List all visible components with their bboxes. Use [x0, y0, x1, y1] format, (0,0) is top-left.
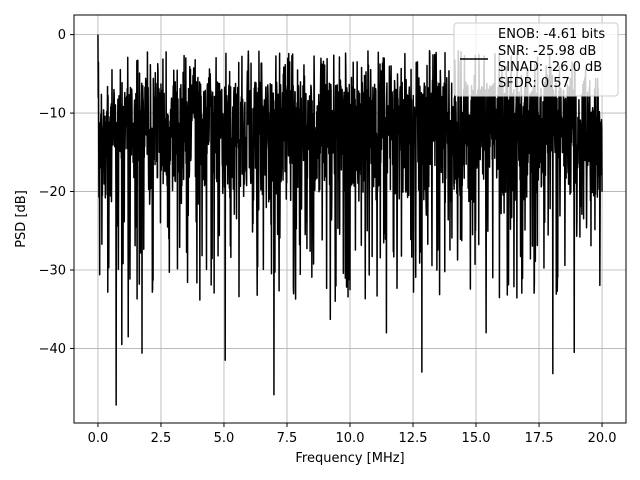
y-tick-label: −10 [39, 107, 66, 122]
y-tick-label: −30 [39, 264, 66, 279]
legend-sinad: SINAD: -26.0 dB [498, 60, 602, 75]
legend-enob: ENOB: -4.61 bits [498, 27, 605, 42]
x-tick-label: 12.5 [399, 431, 428, 446]
psd-series-line [97, 34, 603, 406]
y-tick-label: −40 [39, 342, 66, 357]
x-tick-label: 15.0 [462, 431, 491, 446]
x-axis: 0.0 2.5 5.0 7.5 10.0 12.5 15.0 17.5 20.0 [88, 423, 617, 446]
x-tick-label: 17.5 [525, 431, 554, 446]
y-tick-label: 0 [58, 28, 66, 43]
x-tick-label: 5.0 [214, 431, 235, 446]
x-tick-label: 0.0 [88, 431, 109, 446]
x-tick-label: 7.5 [277, 431, 298, 446]
legend: ENOB: -4.61 bits SNR: -25.98 dB SINAD: -… [453, 22, 619, 97]
y-tick-label: −20 [39, 185, 66, 200]
legend-box [453, 22, 619, 97]
y-axis-label: PSD [dB] [14, 190, 29, 248]
x-tick-label: 2.5 [151, 431, 172, 446]
y-axis: 0 −10 −20 −30 −40 [39, 28, 74, 357]
x-axis-label: Frequency [MHz] [295, 451, 404, 466]
x-tick-label: 20.0 [588, 431, 617, 446]
legend-sfdr: SFDR: 0.57 [498, 76, 570, 91]
plot-area [97, 34, 603, 406]
legend-snr: SNR: -25.98 dB [498, 44, 596, 59]
x-tick-label: 10.0 [336, 431, 365, 446]
